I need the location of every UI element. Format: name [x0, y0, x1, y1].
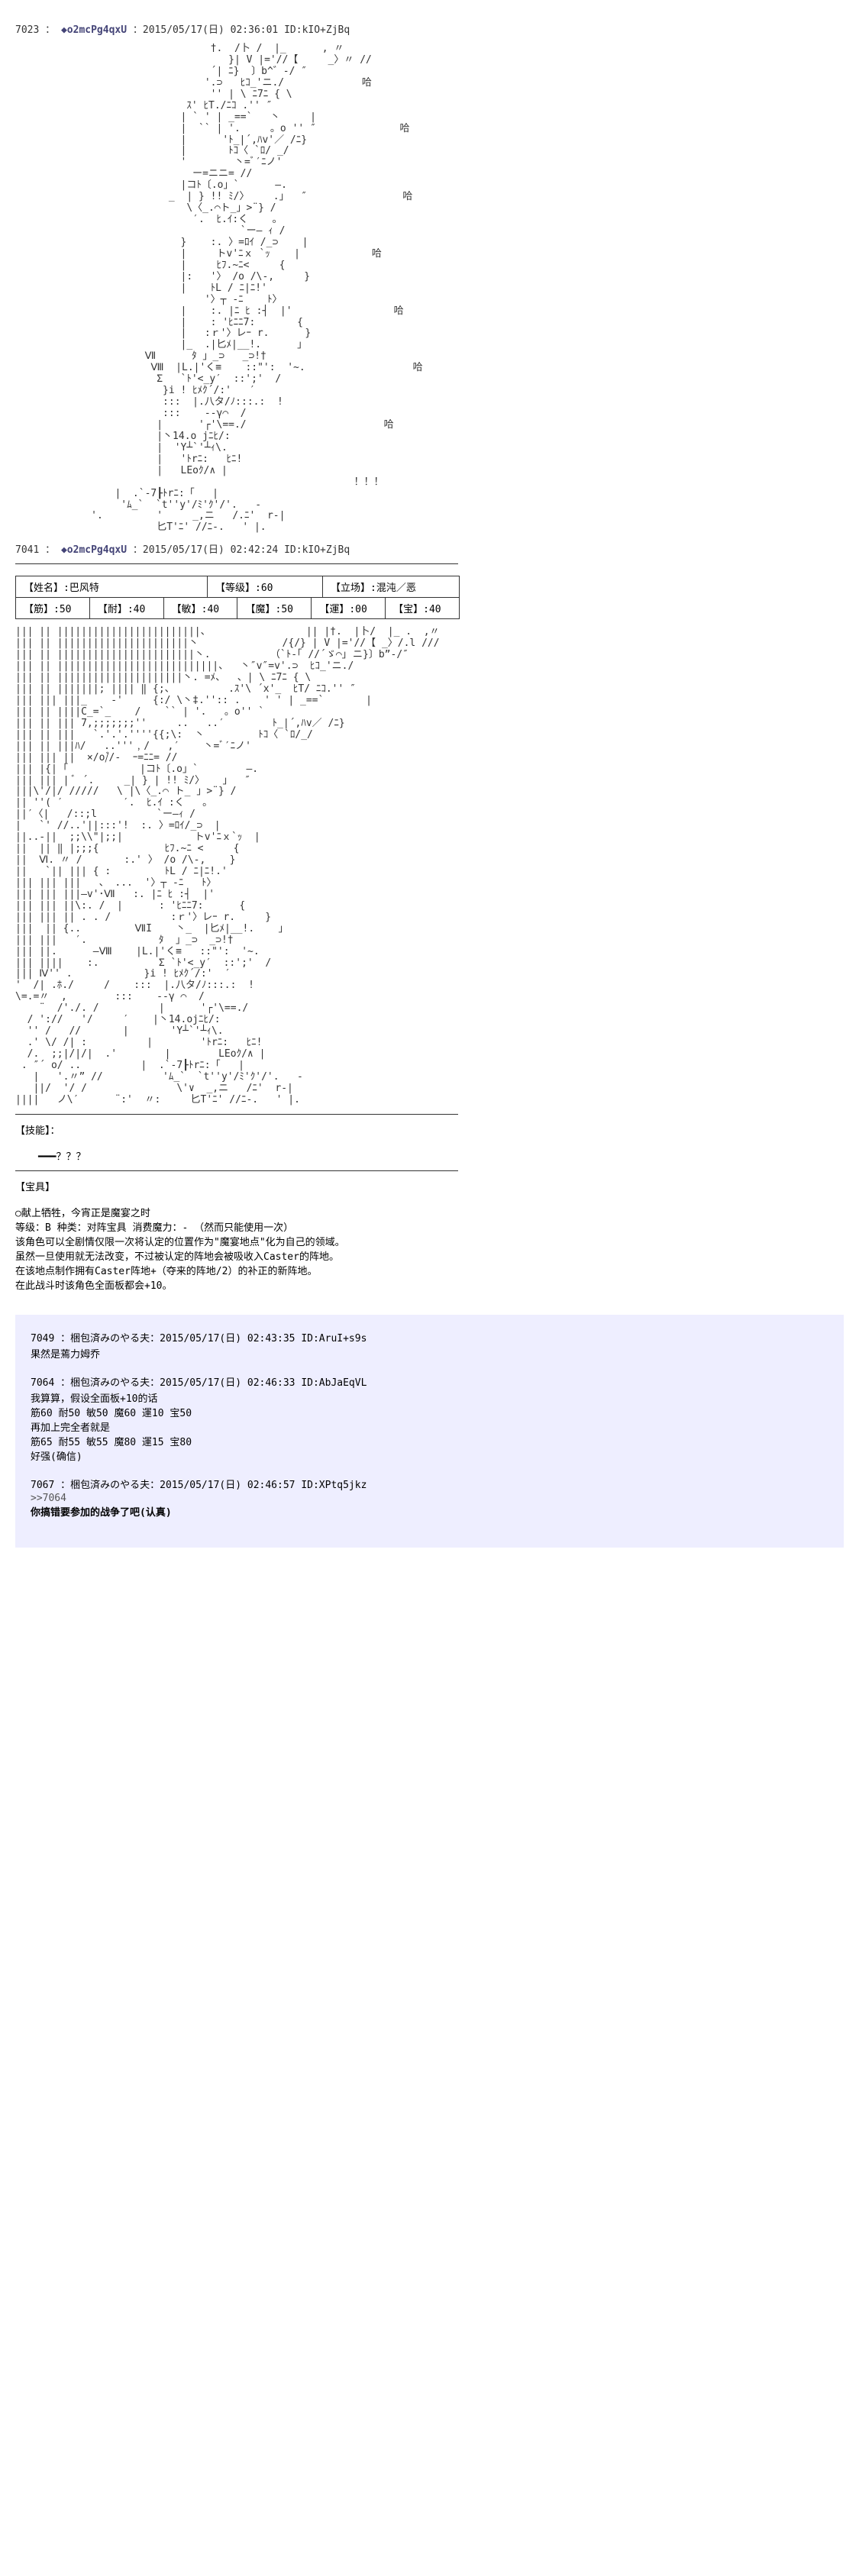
skill-line: ━━━？？？	[38, 1148, 844, 1163]
comment-section: 7049 ：梱包済みのやる夫：2015/05/17(日) 02:43:35 ID…	[15, 1315, 844, 1548]
str-label: 【筋】:	[24, 604, 60, 615]
str-val: 50	[60, 604, 72, 615]
comment-header: 7067 ：梱包済みのやる夫：2015/05/17(日) 02:46:57 ID…	[31, 1477, 828, 1491]
ascii-art-2: ||| || ||||||||||||||||||||||||、 || |†. …	[15, 627, 844, 1106]
end-val: 40	[134, 604, 146, 615]
comment-header: 7064 ：梱包済みのやる夫：2015/05/17(日) 02:46:33 ID…	[31, 1374, 828, 1389]
post-num: 7041	[15, 544, 39, 556]
agi-label: 【敏】:	[172, 604, 208, 615]
stat-row-1: 【姓名】:巴风特 【等级】:60 【立场】:混沌／恶	[16, 576, 459, 597]
comment-line: 好强(确信)	[31, 1448, 828, 1463]
np-label: 【宝】:	[393, 604, 429, 615]
np-val: 40	[429, 604, 441, 615]
luk-label: 【運】:	[319, 604, 355, 615]
luk-val: 00	[355, 604, 367, 615]
treasure-section: 【宝具】 ○献上牺牲，今宵正是魔宴之时 等级：B 种类：对阵宝具 消费魔力：- …	[15, 1179, 844, 1292]
treasure-desc: 虽然一旦使用就无法改变，不过被认定的阵地会被吸收入Caster的阵地。	[15, 1248, 844, 1263]
comment-ref[interactable]: >>7064	[31, 1493, 828, 1504]
comment-line: 你搞错要参加的战争了吧(认真)	[31, 1504, 828, 1519]
post-date: 2015/05/17(日) 02:36:01	[143, 24, 278, 36]
mag-val: 50	[281, 604, 293, 615]
post-num: 7023	[15, 24, 39, 36]
divider	[15, 563, 458, 564]
post-date: 2015/05/17(日) 02:42:24	[143, 544, 278, 556]
stat-row-2: 【筋】:50 【耐】:40 【敏】:40 【魔】:50 【運】:00 【宝】:4…	[16, 597, 459, 618]
stat-table: 【姓名】:巴风特 【等级】:60 【立场】:混沌／恶 【筋】:50 【耐】:40…	[15, 576, 460, 619]
treasure-name: ○献上牺牲，今宵正是魔宴之时	[15, 1205, 844, 1219]
divider	[15, 1170, 458, 1171]
comment-body: >>7064 你搞错要参加的战争了吧(认真)	[31, 1493, 828, 1519]
comment-line: 筋60 耐50 敏50 魔60 運10 宝50	[31, 1405, 828, 1419]
ascii-art-1: †. /卜 / |_ , 〃 }| V |='//【 _〉〃 // ´| ﾆ} …	[15, 44, 844, 534]
comment-item: 7049 ：梱包済みのやる夫：2015/05/17(日) 02:43:35 ID…	[31, 1330, 828, 1361]
comment-item: 7067 ：梱包済みのやる夫：2015/05/17(日) 02:46:57 ID…	[31, 1477, 828, 1519]
treasure-title: 【宝具】	[15, 1179, 844, 1193]
treasure-desc: 在此战斗时该角色全面板都会+10。	[15, 1277, 844, 1292]
lv-val: 60	[261, 583, 273, 594]
align-label: 【立场】:	[331, 583, 376, 594]
lv-label: 【等级】:	[215, 583, 261, 594]
tripcode: ◆o2mcPg4qxU	[61, 24, 127, 36]
tripcode: ◆o2mcPg4qxU	[61, 544, 127, 556]
post-header-1: 7023 ： ◆o2mcPg4qxU ：2015/05/17(日) 02:36:…	[15, 21, 844, 36]
skill-section: 【技能】： ━━━？？？	[15, 1122, 844, 1163]
comment-body: 果然是蔫力姆乔	[31, 1346, 828, 1361]
treasure-desc: 在该地点制作拥有Caster阵地+（夺来的阵地/2）的补正的新阵地。	[15, 1263, 844, 1277]
end-label: 【耐】:	[98, 604, 134, 615]
comment-line: 再加上完全者就是	[31, 1419, 828, 1434]
mag-label: 【魔】:	[245, 604, 281, 615]
comment-header: 7049 ：梱包済みのやる夫：2015/05/17(日) 02:43:35 ID…	[31, 1330, 828, 1344]
comment-item: 7064 ：梱包済みのやる夫：2015/05/17(日) 02:46:33 ID…	[31, 1374, 828, 1463]
post-header-2: 7041 ： ◆o2mcPg4qxU ：2015/05/17(日) 02:42:…	[15, 541, 844, 556]
agi-val: 40	[207, 604, 219, 615]
skill-title: 【技能】：	[15, 1122, 844, 1137]
name-label: 【姓名】:	[24, 583, 69, 594]
comment-line: 筋65 耐55 敏55 魔80 運15 宝80	[31, 1434, 828, 1448]
post-id: kIO+ZjBq	[302, 24, 350, 36]
divider	[15, 1114, 458, 1115]
align-val: 混沌／恶	[376, 583, 416, 594]
comment-line: 我算算，假设全面板+10的话	[31, 1390, 828, 1405]
comment-body: 我算算，假设全面板+10的话 筋60 耐50 敏50 魔60 運10 宝50 再…	[31, 1390, 828, 1463]
post-id: kIO+ZjBq	[302, 544, 350, 556]
treasure-rank: 等级：B 种类：对阵宝具 消费魔力：- （然而只能使用一次）	[15, 1219, 844, 1234]
name-val: 巴风特	[69, 583, 99, 594]
treasure-desc: 该角色可以全剧情仅限一次将认定的位置作为"魔宴地点"化为自己的领域。	[15, 1234, 844, 1248]
